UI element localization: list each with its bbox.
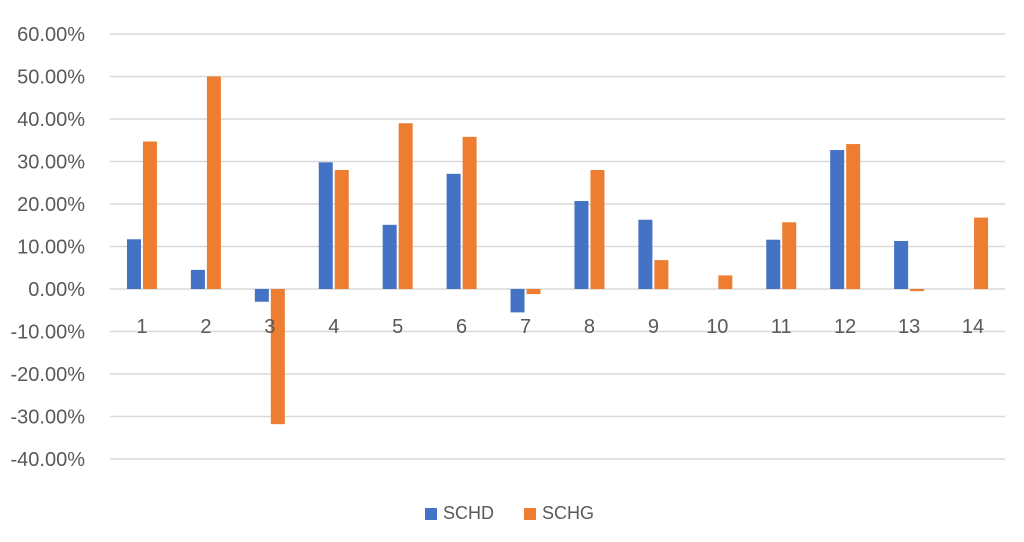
legend-label-schd: SCHD [443, 503, 494, 523]
bar-schd-9 [638, 219, 653, 289]
x-category-label: 7 [520, 316, 531, 338]
y-tick-label: -40.00% [11, 449, 86, 471]
bar-schd-6 [446, 173, 461, 289]
legend-swatch-schd [425, 508, 437, 520]
x-category-label: 10 [706, 316, 728, 338]
legend: SCHD SCHG [425, 503, 594, 523]
bar-schg-3 [270, 289, 285, 425]
bar-schg-7 [526, 289, 541, 295]
bar-schd-2 [190, 269, 205, 289]
bar-schg-2 [206, 76, 221, 289]
bar-schg-13 [910, 289, 925, 292]
bar-schd-4 [318, 162, 333, 289]
x-category-label: 1 [136, 316, 147, 338]
bar-schd-1 [126, 239, 141, 289]
legend-swatch-schg [524, 508, 536, 520]
bars [126, 76, 989, 425]
bar-schd-5 [382, 224, 397, 289]
x-category-label: 14 [962, 316, 984, 338]
x-category-label: 4 [328, 316, 339, 338]
bar-schg-8 [590, 170, 605, 289]
y-tick-label: -20.00% [11, 364, 86, 386]
gridlines [110, 33, 1005, 460]
bar-schd-12 [830, 150, 845, 289]
bar-schd-7 [510, 289, 525, 313]
y-tick-label: 0.00% [28, 279, 85, 301]
bar-schd-13 [894, 240, 909, 289]
bar-schd-8 [574, 201, 589, 289]
x-category-label: 3 [264, 316, 275, 338]
bar-schg-1 [142, 141, 157, 289]
bar-schg-11 [782, 222, 797, 289]
x-category-label: 9 [648, 316, 659, 338]
y-tick-label: 40.00% [17, 109, 85, 131]
y-tick-label: 60.00% [17, 24, 85, 46]
x-category-label: 6 [456, 316, 467, 338]
y-axis-ticks: 60.00% 50.00% 40.00% 30.00% 20.00% 10.00% 0.00… [11, 24, 86, 471]
y-tick-label: -30.00% [11, 407, 86, 429]
x-category-label: 12 [834, 316, 856, 338]
y-tick-label: 50.00% [17, 67, 85, 89]
x-category-label: 2 [200, 316, 211, 338]
bar-schg-10 [718, 275, 733, 289]
bar-schg-5 [398, 123, 413, 289]
bar-schg-14 [974, 217, 989, 289]
legend-label-schg: SCHG [542, 503, 594, 523]
x-category-label: 5 [392, 316, 403, 338]
y-tick-label: -10.00% [11, 322, 86, 344]
bar-schd-11 [766, 239, 781, 289]
x-category-label: 8 [584, 316, 595, 338]
x-category-label: 13 [898, 316, 920, 338]
category-labels: 1 2 3 4 5 6 7 8 9 10 11 12 13 14 [136, 316, 984, 338]
bar-schg-12 [846, 144, 861, 289]
bar-schg-6 [462, 136, 477, 289]
bar-schg-4 [334, 170, 349, 289]
y-tick-label: 20.00% [17, 194, 85, 216]
y-tick-label: 10.00% [17, 237, 85, 259]
bar-schd-3 [254, 289, 269, 302]
x-category-label: 11 [771, 316, 792, 338]
y-tick-label: 30.00% [17, 152, 85, 174]
bar-schg-9 [654, 260, 669, 289]
